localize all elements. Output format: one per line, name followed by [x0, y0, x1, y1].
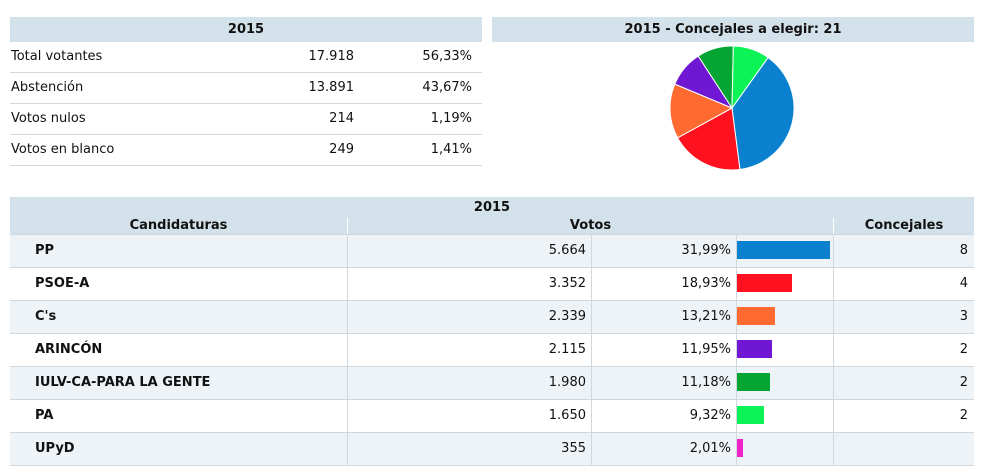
party-name: IULV-CA-PARA LA GENTE [35, 375, 211, 390]
col-header-candidaturas: Candidaturas [129, 218, 228, 233]
table-row: UPyD 355 2,01% [10, 432, 974, 465]
party-name: PA [35, 408, 54, 423]
party-seats: 8 [833, 235, 974, 267]
party-vote-pct: 18,93% [591, 268, 736, 300]
party-vote-bar [737, 439, 743, 457]
party-name: PP [35, 243, 55, 258]
party-seats: 2 [833, 334, 974, 366]
party-votes: 5.664 [347, 235, 591, 267]
party-bar-cell [736, 367, 833, 399]
summary-label: Total votantes [11, 49, 103, 64]
party-vote-pct: 2,01% [591, 433, 736, 465]
party-seats: 3 [833, 301, 974, 333]
results-table: 2015 Candidaturas Votos Concejales PP 5.6… [10, 197, 974, 466]
party-vote-pct: 13,21% [591, 301, 736, 333]
party-votes: 2.339 [347, 301, 591, 333]
summary-row-votos-en-blanco: Votos en blanco 249 1,41% [10, 135, 482, 166]
party-name: ARINCÓN [35, 342, 103, 357]
results-column-headers: Candidaturas Votos Concejales [10, 218, 974, 234]
party-bar-cell [736, 400, 833, 432]
summary-value: 214 [329, 111, 354, 126]
party-vote-bar [737, 274, 792, 292]
summary-table: 2015 Total votantes 17.918 56,33% Absten… [10, 17, 482, 166]
party-vote-pct: 9,32% [591, 400, 736, 432]
pie-slice [669, 83, 734, 139]
summary-row-votos-nulos: Votos nulos 214 1,19% [10, 104, 482, 135]
party-vote-bar [737, 241, 830, 259]
party-name: C's [35, 309, 57, 324]
summary-label: Votos en blanco [11, 142, 115, 157]
party-vote-bar [737, 406, 764, 424]
summary-label: Votos nulos [11, 111, 86, 126]
party-seats: 2 [833, 367, 974, 399]
party-seats: 4 [833, 268, 974, 300]
party-votes: 3.352 [347, 268, 591, 300]
party-name: UPyD [35, 441, 75, 456]
party-seats [833, 433, 974, 465]
party-vote-bar [737, 373, 770, 391]
party-bar-cell [736, 301, 833, 333]
summary-pct: 43,67% [422, 80, 472, 95]
summary-value: 17.918 [308, 49, 355, 64]
summary-pct: 56,33% [422, 49, 472, 64]
summary-row-total-votantes: Total votantes 17.918 56,33% [10, 42, 482, 73]
table-row: PA 1.650 9,32% 2 [10, 399, 974, 432]
party-bar-cell [736, 433, 833, 465]
party-votes: 1.980 [347, 367, 591, 399]
party-vote-pct: 31,99% [591, 235, 736, 267]
party-vote-bar [737, 307, 775, 325]
results-rows: PP 5.664 31,99% 8 PSOE-A 3.352 18,93% 4 C's 2.339… [10, 234, 974, 466]
table-row: IULV-CA-PARA LA GENTE 1.980 11,18% 2 [10, 366, 974, 399]
summary-pct: 1,19% [430, 111, 472, 126]
table-row: PSOE-A 3.352 18,93% 4 [10, 267, 974, 300]
pie-title: 2015 - Concejales a elegir: 21 [492, 17, 974, 42]
pie-slice [676, 107, 741, 171]
summary-pct: 1,41% [430, 142, 472, 157]
summary-label: Abstención [11, 80, 84, 95]
party-name: PSOE-A [35, 276, 90, 291]
summary-value: 249 [329, 142, 354, 157]
seats-pie-panel: 2015 - Concejales a elegir: 21 [492, 17, 974, 171]
summary-value: 13.891 [308, 80, 355, 95]
pie-slice [731, 45, 769, 110]
table-row: PP 5.664 31,99% 8 [10, 234, 974, 267]
party-vote-pct: 11,18% [591, 367, 736, 399]
party-bar-cell [736, 334, 833, 366]
pie-slice [731, 56, 795, 171]
party-vote-bar [737, 340, 772, 358]
col-header-votos: Votos [347, 218, 833, 234]
party-bar-cell [736, 235, 833, 267]
party-votes: 355 [347, 433, 591, 465]
table-row: ARINCÓN 2.115 11,95% 2 [10, 333, 974, 366]
party-vote-pct: 11,95% [591, 334, 736, 366]
summary-title: 2015 [10, 17, 482, 42]
party-seats: 2 [833, 400, 974, 432]
table-row: C's 2.339 13,21% 3 [10, 300, 974, 333]
party-votes: 1.650 [347, 400, 591, 432]
summary-row-abstencion: Abstención 13.891 43,67% [10, 73, 482, 104]
party-votes: 2.115 [347, 334, 591, 366]
col-header-concejales: Concejales [833, 218, 974, 234]
seats-pie-chart [669, 45, 795, 171]
results-title: 2015 [10, 197, 974, 218]
party-bar-cell [736, 268, 833, 300]
